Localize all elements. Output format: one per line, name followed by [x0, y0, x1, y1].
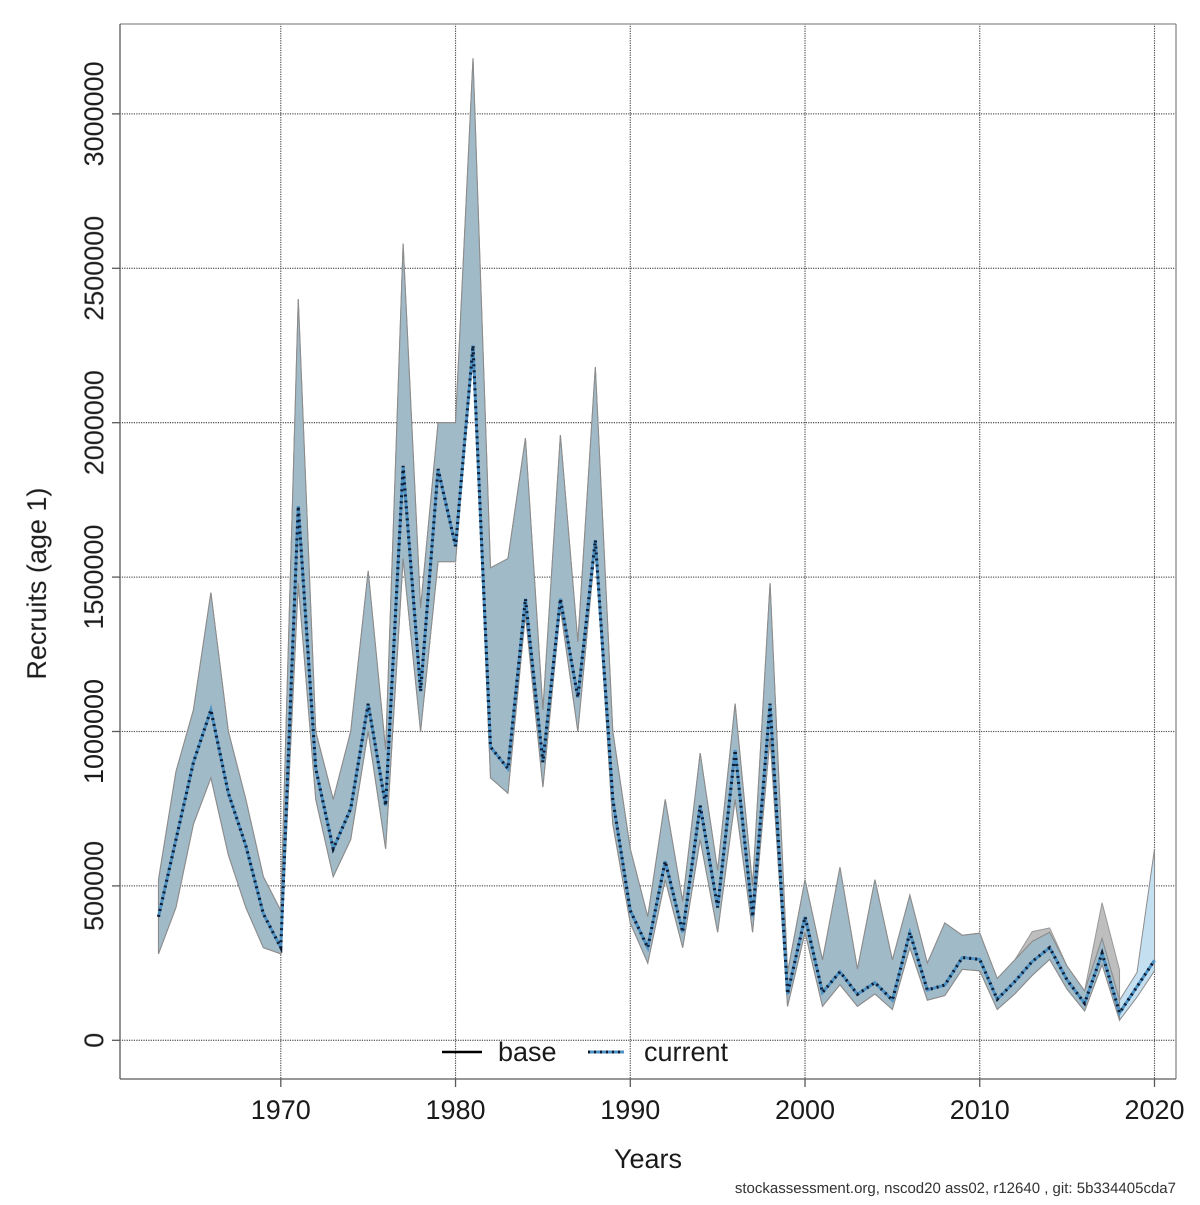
- svg-text:1500000: 1500000: [79, 525, 109, 630]
- svg-text:2010: 2010: [950, 1095, 1010, 1125]
- svg-text:2500000: 2500000: [79, 216, 109, 321]
- svg-text:Years: Years: [614, 1144, 682, 1174]
- svg-text:stockassessment.org, nscod20: stockassessment.org, nscod20 ass02, r126…: [735, 1180, 1176, 1197]
- svg-text:3000000: 3000000: [79, 61, 109, 166]
- svg-text:1980: 1980: [426, 1095, 486, 1125]
- svg-text:2020: 2020: [1124, 1095, 1184, 1125]
- svg-text:1990: 1990: [600, 1095, 660, 1125]
- svg-text:base: base: [498, 1037, 557, 1067]
- svg-text:current: current: [644, 1037, 729, 1067]
- svg-text:1970: 1970: [251, 1095, 311, 1125]
- svg-text:500000: 500000: [79, 841, 109, 931]
- svg-text:2000000: 2000000: [79, 370, 109, 475]
- svg-text:Recruits (age 1): Recruits (age 1): [22, 488, 52, 680]
- svg-text:0: 0: [79, 1033, 109, 1048]
- svg-text:1000000: 1000000: [79, 679, 109, 784]
- svg-text:2000: 2000: [775, 1095, 835, 1125]
